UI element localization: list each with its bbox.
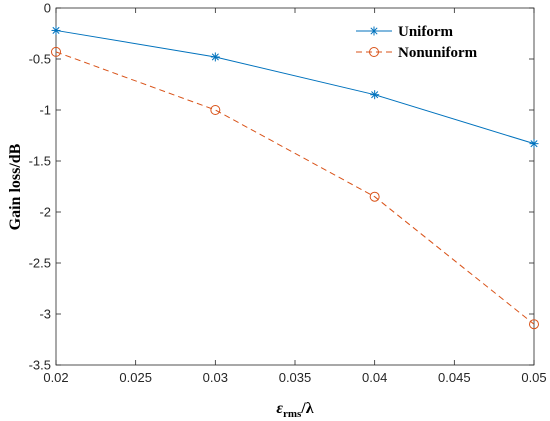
x-tick-label: 0.035 <box>279 370 312 385</box>
x-axis-label-tail: /λ <box>300 400 313 417</box>
plot-area <box>55 7 535 366</box>
y-tick-label: -1.5 <box>29 154 51 169</box>
x-tick-label: 0.05 <box>521 370 546 385</box>
legend-entry-uniform: Uniform <box>356 24 453 40</box>
data-point <box>529 139 539 149</box>
series-line <box>55 51 535 325</box>
data-point <box>51 46 61 57</box>
legend-entry-nonuniform: Nonuniform <box>356 45 478 61</box>
y-axis-label: Gain loss/dB <box>7 143 24 230</box>
data-point <box>529 319 539 330</box>
data-point <box>51 25 61 35</box>
data-point <box>370 90 380 100</box>
series-nonuniform <box>51 46 539 330</box>
x-tick-label: 0.025 <box>119 370 152 385</box>
marker-stroke <box>211 53 219 61</box>
y-axis: 0 -0.5 -1 -1.5 -2 -2.5 -3 -3.5 <box>29 1 534 373</box>
x-tick-label: 0.045 <box>438 370 471 385</box>
legend-marker <box>369 26 379 36</box>
y-tick-label: -1 <box>39 103 51 118</box>
y-tick-label: -0.5 <box>29 52 51 67</box>
x-axis-label: εrms/λ <box>276 400 313 420</box>
data-point <box>210 105 221 115</box>
marker-stroke <box>530 140 538 148</box>
y-tick-label: -3.5 <box>29 358 51 373</box>
y-tick-label: -2 <box>39 205 51 220</box>
marker-stroke <box>371 91 379 99</box>
y-tick-label: 0 <box>44 1 51 16</box>
legend-marker <box>369 47 379 57</box>
marker-stroke <box>52 26 60 34</box>
series-line <box>55 29 535 145</box>
x-axis: 0.02 0.025 0.03 0.035 0.04 0.045 0.05 <box>43 8 547 385</box>
marker-stroke <box>370 27 378 35</box>
data-point <box>369 191 380 202</box>
legend-label: Nonuniform <box>398 45 478 61</box>
series-group <box>51 25 539 330</box>
x-tick-label: 0.03 <box>203 370 228 385</box>
data-point <box>210 52 220 62</box>
legend: Uniform Nonuniform <box>356 24 478 61</box>
y-tick-label: -2.5 <box>29 256 51 271</box>
x-tick-label: 0.02 <box>43 370 68 385</box>
x-axis-label-subscript: rms <box>283 408 302 420</box>
x-axis-label-main: ε <box>276 400 283 417</box>
plot-frame <box>55 7 535 366</box>
y-tick-label: -3 <box>39 307 51 322</box>
x-tick-label: 0.04 <box>362 370 387 385</box>
series-uniform <box>51 25 539 149</box>
legend-label: Uniform <box>398 24 453 40</box>
